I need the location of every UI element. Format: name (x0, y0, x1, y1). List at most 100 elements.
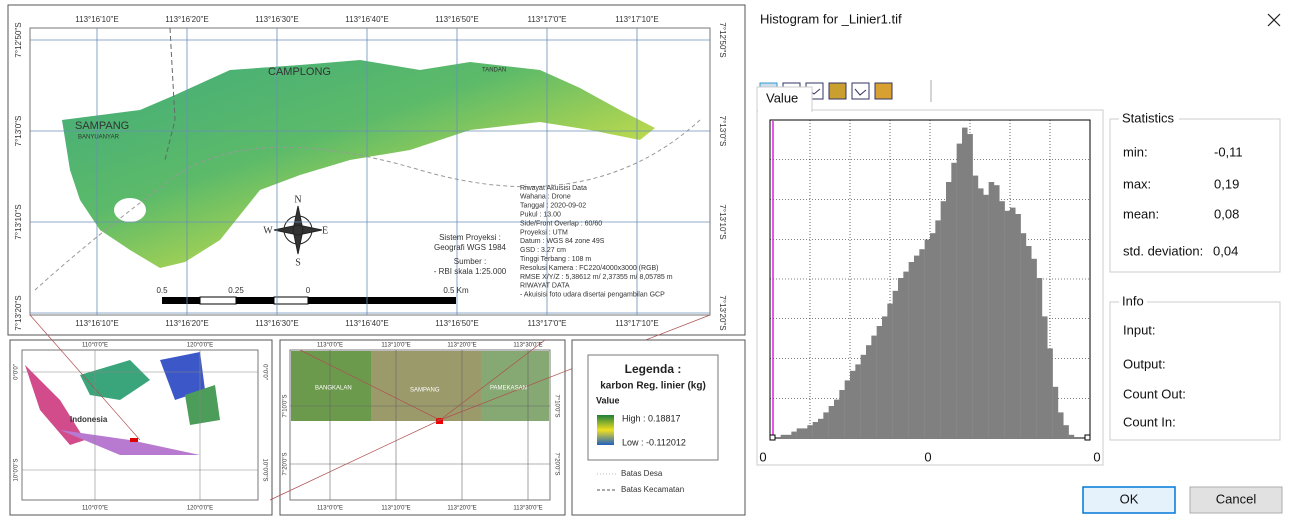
stat-label: std. deviation: (1123, 243, 1203, 258)
history-text: Pukul : 13.00 (520, 212, 561, 219)
place-label: BANYUANYAR (78, 135, 120, 141)
inset-tick-label: 113°20'0"E (447, 343, 476, 349)
history-text: GSD : 3.27 cm (520, 247, 566, 254)
stat-label: mean: (1123, 206, 1159, 221)
map-tick-label: 7°12'50"S (718, 22, 727, 57)
projection-text: Sistem Proyeksi : (439, 233, 501, 242)
tab-join (758, 108, 811, 112)
place-label: CAMPLONG (268, 66, 331, 78)
bar (791, 432, 797, 438)
bar (1058, 412, 1064, 438)
screen: Legenda : karbon Reg. linier (kg) Value … (0, 0, 1296, 520)
tab-label[interactable]: Value (766, 90, 798, 105)
scale-bar (162, 297, 456, 304)
bar (983, 195, 989, 438)
map-tick-label: 113°17'10"E (615, 319, 658, 328)
info-label: Input: (1123, 322, 1156, 337)
bar (818, 419, 824, 438)
projection-text: Geografi WGS 1984 (434, 243, 507, 252)
tool-button[interactable] (875, 83, 892, 99)
bar (866, 345, 872, 438)
bar (957, 144, 963, 438)
info-label: Output: (1123, 356, 1166, 371)
bar (802, 428, 808, 438)
inset-tick-label: 0°0'0" (261, 364, 267, 380)
legend-layer: karbon Reg. linier (kg) (600, 381, 706, 392)
bar (925, 240, 931, 438)
history-text: Proyeksi : UTM (520, 229, 568, 236)
map-tick-label: 7°12'50"S (14, 22, 23, 57)
bar (946, 182, 952, 438)
stat-value: 0,19 (1214, 176, 1239, 191)
place-label: TANDAN (482, 68, 506, 74)
stat-value: 0,08 (1214, 206, 1239, 221)
dialog-title: Histogram for _Linier1.tif (760, 11, 902, 26)
bar (861, 355, 867, 438)
history-text: RMSE X/Y/Z : 5,38612 m/ 2,37355 m/ 8,057… (520, 274, 673, 281)
legend-item: Batas Desa (621, 469, 663, 478)
bar (978, 188, 984, 438)
bar (887, 304, 893, 438)
bar (1021, 233, 1027, 438)
inset-tick-label: 7°10'0"S (553, 394, 559, 417)
button-label[interactable]: Cancel (1216, 491, 1257, 506)
place-label: SAMPANG (75, 120, 129, 132)
page: Legenda : karbon Reg. linier (kg) Value … (0, 0, 1296, 520)
bar (909, 262, 915, 438)
info-label: Count Out: (1123, 386, 1186, 401)
inset-tick-label: 110°0'0"E (82, 343, 108, 349)
bar (781, 435, 787, 438)
history-text: Datum : WGS 84 zone 49S (520, 238, 605, 245)
bar (967, 134, 973, 438)
map-tick-label: 113°16'30"E (255, 15, 298, 24)
bar (845, 380, 851, 438)
map-tick-label: 7°13'20"S (14, 295, 23, 330)
close-button[interactable] (1268, 14, 1280, 26)
button-label[interactable]: OK (1120, 491, 1139, 506)
x-label: 0 (924, 449, 931, 464)
inset-tick-label: 10°0'0"S (14, 458, 20, 481)
tool-button[interactable] (852, 83, 869, 99)
bar (914, 256, 920, 438)
bar (823, 412, 829, 438)
region-label: SAMPANG (410, 388, 440, 394)
inset-tick-label: 113°0'0"E (317, 506, 343, 512)
bar (786, 435, 792, 438)
inset-indonesia (10, 340, 272, 515)
legend-item: Batas Kecamatan (621, 485, 684, 494)
history-text: Side/Front Overlap : 60/60 (520, 220, 602, 227)
bar (1005, 211, 1011, 438)
bar (877, 326, 883, 438)
history-text: - Akuisisi foto udara disertai pengambil… (520, 292, 665, 299)
bar (850, 371, 856, 438)
region-label: BANGKALAN (315, 386, 352, 392)
inset-tick-label: 113°10'0"E (381, 343, 410, 349)
scale-label: 0.5 Km (443, 286, 469, 295)
handle[interactable] (1085, 435, 1090, 440)
map-tick-label: 7°13'20"S (718, 295, 727, 330)
inset-tick-label: 113°10'0"E (381, 506, 410, 512)
bar (973, 176, 979, 438)
bar (882, 316, 888, 438)
history-text: Tinggi Terbang : 108 m (520, 256, 591, 263)
map-tick-label: 113°16'20"E (165, 15, 208, 24)
bar (839, 390, 845, 438)
map-tick-label: 113°17'0"E (527, 15, 566, 24)
handle[interactable] (770, 435, 775, 440)
x-label: 0 (1093, 449, 1100, 464)
scale-label: 0.5 (156, 286, 168, 295)
history-text: Resolusi Kamera : FC220/4000x3000 (RGB) (520, 265, 659, 272)
inset-label: Indonesia (70, 415, 108, 424)
projection-text: Sumber : (454, 257, 486, 266)
bar (813, 422, 819, 438)
tool-button[interactable] (829, 83, 846, 99)
map-tick-label: 113°17'0"E (527, 319, 566, 328)
projection-text: - RBI skala 1:25.000 (434, 267, 507, 276)
compass-label: N (294, 194, 301, 205)
dialog: Histogram for _Linier1.tif Value Statist… (757, 11, 1282, 513)
bar (1031, 259, 1037, 438)
bar (1010, 208, 1016, 438)
bar (1042, 316, 1048, 438)
bar (1063, 425, 1069, 438)
bar (999, 201, 1005, 438)
